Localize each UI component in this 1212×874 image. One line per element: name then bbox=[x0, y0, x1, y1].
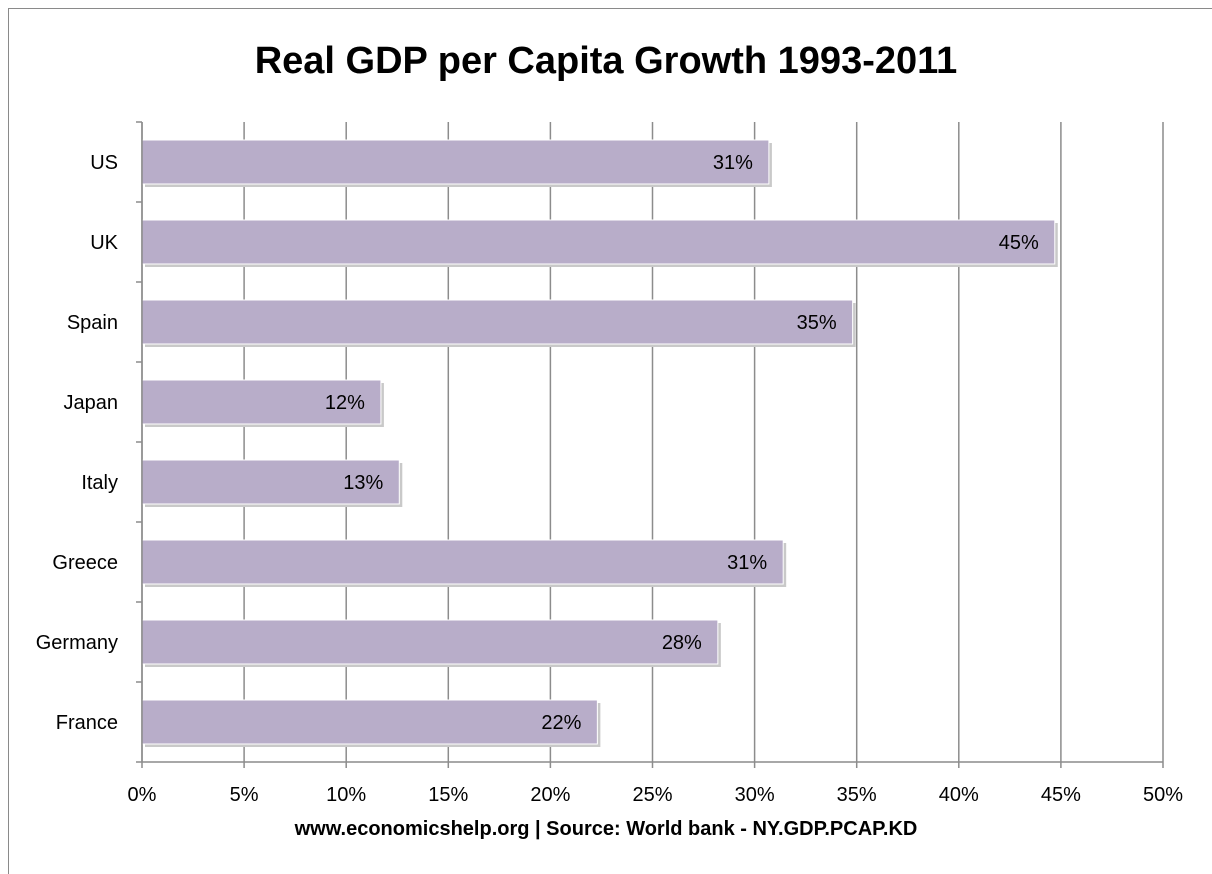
x-tick-label: 5% bbox=[230, 784, 259, 806]
bar-data-label: 31% bbox=[713, 152, 753, 174]
category-label: Japan bbox=[64, 392, 119, 414]
bar-data-label: 13% bbox=[343, 472, 383, 494]
chart-title: Real GDP per Capita Growth 1993-2011 bbox=[254, 40, 958, 82]
bar bbox=[141, 379, 382, 425]
category-label: Greece bbox=[52, 552, 118, 574]
bar bbox=[141, 299, 854, 345]
bar-data-label: 12% bbox=[325, 392, 365, 414]
category-label: France bbox=[56, 712, 118, 734]
bar bbox=[141, 139, 770, 185]
bar-data-label: 35% bbox=[797, 312, 837, 334]
bar bbox=[141, 619, 719, 665]
bar bbox=[141, 219, 1056, 265]
category-label: Germany bbox=[36, 632, 118, 654]
x-tick-label: 50% bbox=[1143, 784, 1183, 806]
x-tick-label: 40% bbox=[939, 784, 979, 806]
x-tick-label: 35% bbox=[837, 784, 877, 806]
bar bbox=[141, 699, 598, 745]
bar bbox=[141, 539, 784, 585]
bar-data-label: 45% bbox=[999, 232, 1039, 254]
category-label: UK bbox=[90, 232, 118, 254]
x-tick-label: 25% bbox=[632, 784, 672, 806]
x-tick-label: 30% bbox=[735, 784, 775, 806]
x-tick-label: 0% bbox=[128, 784, 157, 806]
x-tick-label: 15% bbox=[428, 784, 468, 806]
bar-data-label: 28% bbox=[662, 632, 702, 654]
bar-data-label: 22% bbox=[541, 712, 581, 734]
chart-source-caption: www.economicshelp.org | Source: World ba… bbox=[294, 818, 918, 840]
bar-data-label: 31% bbox=[727, 552, 767, 574]
bar bbox=[141, 459, 400, 505]
x-tick-label: 45% bbox=[1041, 784, 1081, 806]
category-label: US bbox=[90, 152, 118, 174]
x-tick-label: 20% bbox=[530, 784, 570, 806]
category-label: Italy bbox=[81, 472, 118, 494]
x-tick-label: 10% bbox=[326, 784, 366, 806]
category-label: Spain bbox=[67, 312, 118, 334]
